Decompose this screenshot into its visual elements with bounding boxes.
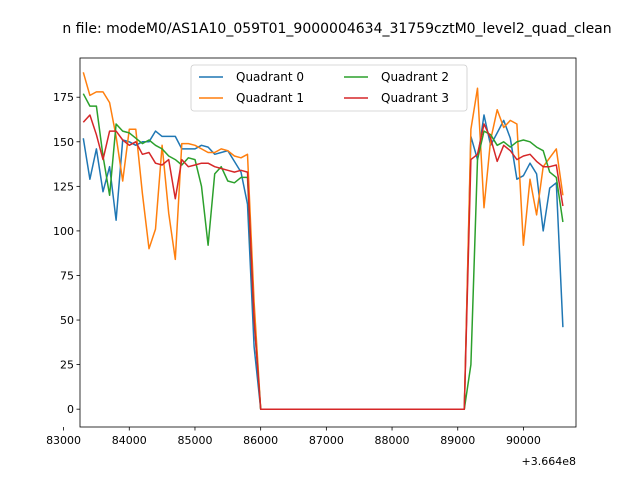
chart-title: n file: modeM0/AS1A10_059T01_9000004634_…: [62, 21, 611, 37]
legend-label-quadrant-3: Quadrant 3: [381, 91, 449, 105]
plot-area: 83000 84000 85000 86000 87000 88000 89000 90000…: [46, 57, 577, 447]
x-tick-label: 90000: [506, 434, 541, 447]
legend-label-quadrant-0: Quadrant 0: [236, 70, 304, 84]
y-tick-label: 25: [60, 359, 74, 372]
x-tick-label: 89000: [440, 434, 475, 447]
x-tick-label: 88000: [375, 434, 410, 447]
series-line-quadrant-3: [82, 114, 564, 410]
y-tick-label: 150: [53, 136, 74, 149]
x-tick-label: 87000: [309, 434, 344, 447]
y-tick-label: 175: [53, 91, 74, 104]
legend-label-quadrant-1: Quadrant 1: [236, 91, 304, 105]
legend-label-quadrant-2: Quadrant 2: [381, 70, 449, 84]
y-tick-label: 75: [60, 269, 74, 282]
x-tick-label: 86000: [243, 434, 278, 447]
y-tick-label: 125: [53, 180, 74, 193]
x-tick-label: 85000: [177, 434, 212, 447]
legend: Quadrant 0 Quadrant 1 Quadrant 2 Quadrant 3: [190, 64, 468, 112]
axes-frame: [79, 57, 577, 428]
y-tick-label: 0: [67, 403, 74, 416]
x-tick-label: 83000: [46, 434, 81, 447]
x-axis-offset-label: +3.664e8: [522, 455, 576, 468]
series-line-quadrant-2: [82, 93, 564, 410]
y-tick-label: 100: [53, 225, 74, 238]
y-tick-label: 50: [60, 314, 74, 327]
legend-box: [190, 64, 468, 112]
x-tick-label: 84000: [112, 434, 147, 447]
